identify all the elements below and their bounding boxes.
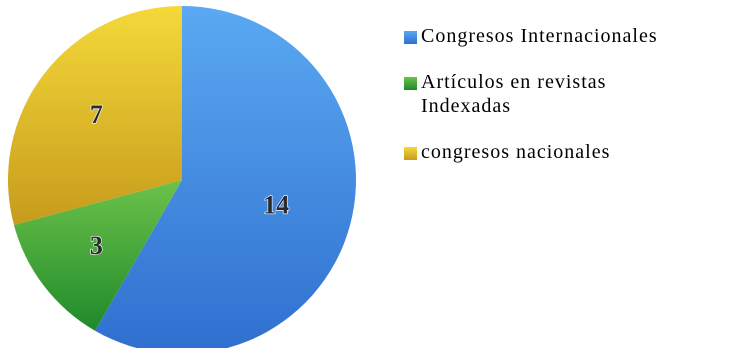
legend-label: Congresos Internacionales [421,25,658,47]
legend-swatch [404,31,417,44]
legend-label: Artículos en revistas Indexadas [421,71,607,117]
data-label-1: 14 [263,191,289,220]
legend-item: Artículos en revistas Indexadas [404,70,734,118]
legend-swatch [404,147,417,160]
legend-label: congresos nacionales [421,141,611,163]
legend-swatch [404,77,417,90]
data-label-2: 3 [90,231,103,260]
legend-item: congresos nacionales [404,140,734,164]
legend: Congresos Internacionales Artículos en re… [404,24,734,186]
pie-slice-1 [95,6,356,348]
pie-chart: 14 3 7 [7,6,356,348]
legend-item: Congresos Internacionales [404,24,734,48]
pie-slice-3 [7,6,182,226]
data-label-3: 7 [90,100,103,129]
pie-slice-2 [13,180,182,331]
